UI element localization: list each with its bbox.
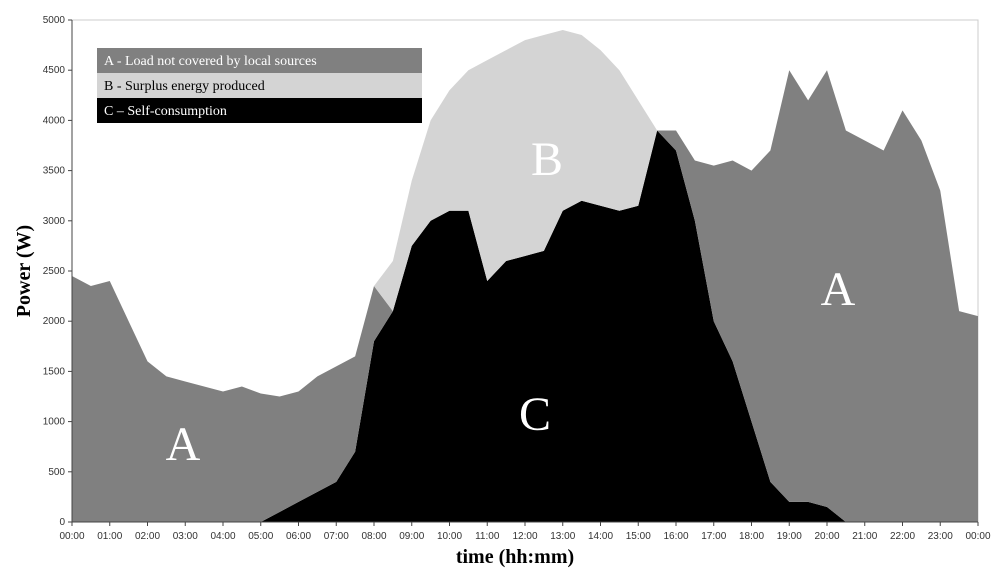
x-tick-label: 14:00: [588, 531, 613, 542]
area-label: B: [531, 133, 563, 186]
area: [72, 30, 978, 397]
x-tick-label: 20:00: [814, 531, 839, 542]
area: [72, 70, 978, 522]
x-tick-label: 01:00: [97, 531, 122, 542]
area-label: C: [519, 388, 551, 441]
x-tick-label: 21:00: [852, 531, 877, 542]
x-tick-label: 03:00: [173, 531, 198, 542]
legend-entry: [97, 73, 422, 98]
x-tick-label: 08:00: [361, 531, 386, 542]
y-tick-label: 1000: [43, 417, 66, 428]
x-tick-label: 10:00: [437, 531, 462, 542]
legend-entry: [97, 98, 422, 123]
y-tick-label: 3000: [43, 216, 66, 227]
x-tick-label: 23:00: [928, 531, 953, 542]
y-tick-label: 0: [59, 517, 65, 528]
legend-label: C – Self-consumption: [104, 104, 227, 119]
x-tick-label: 19:00: [777, 531, 802, 542]
x-tick-label: 12:00: [512, 531, 537, 542]
x-tick-label: 18:00: [739, 531, 764, 542]
y-tick-label: 3500: [43, 166, 66, 177]
y-tick-label: 500: [48, 467, 65, 478]
area-label: A: [821, 263, 856, 316]
x-tick-label: 05:00: [248, 531, 273, 542]
y-tick-label: 2000: [43, 316, 66, 327]
x-tick-label: 15:00: [626, 531, 651, 542]
x-tick-label: 07:00: [324, 531, 349, 542]
x-tick-label: 09:00: [399, 531, 424, 542]
legend-label: A - Load not covered by local sources: [104, 54, 317, 69]
x-axis-title: time (hh:mm): [456, 546, 574, 568]
area-label: A: [166, 418, 201, 471]
y-tick-label: 4500: [43, 65, 66, 76]
x-tick-label: 04:00: [210, 531, 235, 542]
x-tick-label: 02:00: [135, 531, 160, 542]
y-tick-label: 2500: [43, 266, 66, 277]
y-tick-label: 5000: [43, 15, 66, 26]
legend-label: B - Surplus energy produced: [104, 79, 265, 94]
legend-entry: [97, 48, 422, 73]
x-tick-label: 22:00: [890, 531, 915, 542]
y-tick-label: 4000: [43, 115, 66, 126]
x-tick-label: 17:00: [701, 531, 726, 542]
x-tick-label: 16:00: [663, 531, 688, 542]
x-tick-label: 13:00: [550, 531, 575, 542]
area: [72, 130, 978, 522]
x-tick-label: 00:00: [965, 531, 990, 542]
y-axis-title: Power (W): [13, 225, 35, 317]
x-tick-label: 00:00: [59, 531, 84, 542]
x-tick-label: 06:00: [286, 531, 311, 542]
x-tick-label: 11:00: [475, 531, 500, 542]
y-tick-label: 1500: [43, 366, 66, 377]
